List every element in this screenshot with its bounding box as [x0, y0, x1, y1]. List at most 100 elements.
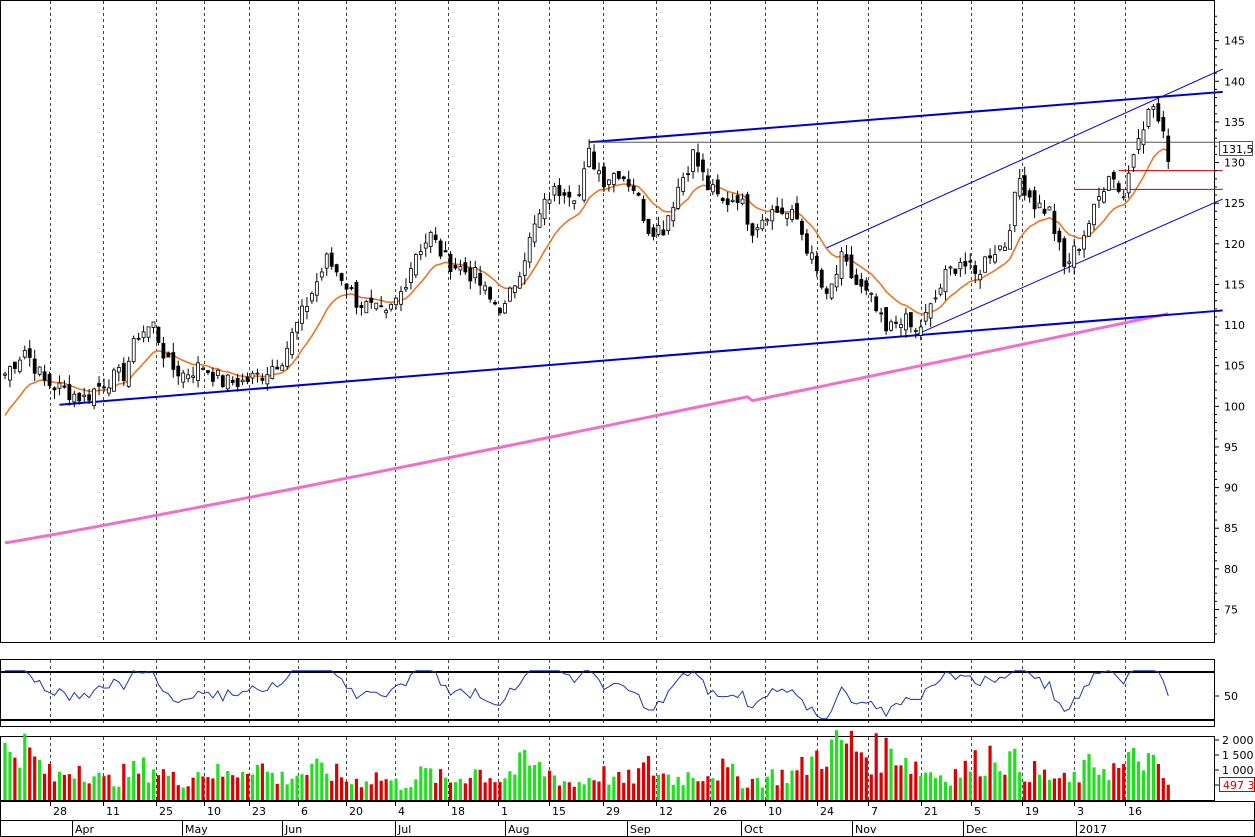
volume-bar — [315, 758, 319, 800]
candle-body — [943, 269, 948, 293]
volume-bar — [181, 787, 185, 800]
volume-bar — [513, 774, 517, 800]
candle-body — [245, 376, 250, 383]
candle-body — [201, 367, 205, 370]
candle-body — [696, 152, 700, 167]
candle-body — [334, 264, 339, 273]
candle-body — [493, 301, 497, 305]
candle-body — [691, 149, 695, 172]
y-tick-label: 130 — [1224, 157, 1245, 170]
candle-body — [968, 260, 973, 263]
candle-body — [329, 252, 334, 267]
volume-bar — [1092, 767, 1096, 800]
volume-bar — [968, 771, 972, 800]
oscillator-tick-label: 50 — [1224, 690, 1238, 703]
candle-body — [428, 231, 433, 247]
y-tick-label: 85 — [1224, 522, 1238, 535]
candle-body — [8, 366, 12, 381]
volume-tick-label: 2 000 0 — [1222, 734, 1255, 747]
candle-body — [136, 337, 141, 340]
candle-body — [765, 219, 770, 222]
volume-bar — [270, 772, 274, 800]
volume-bar — [384, 779, 388, 800]
y-tick-label: 100 — [1224, 400, 1245, 413]
candle-body — [112, 369, 116, 392]
volume-bar — [780, 769, 784, 800]
x-day-label: 1 — [501, 805, 508, 818]
candle-body — [512, 285, 517, 293]
candle-body — [760, 219, 765, 230]
candle-body — [1136, 138, 1141, 150]
volume-bar — [533, 765, 537, 800]
candle-body — [616, 170, 621, 179]
volume-bar — [97, 772, 101, 800]
candle-body — [1151, 106, 1156, 110]
volume-bar — [13, 757, 17, 800]
candle-body — [899, 324, 903, 328]
candle-body — [750, 223, 755, 236]
volume-bar — [587, 778, 591, 800]
volume-bar — [1122, 763, 1126, 800]
candle-body — [404, 287, 408, 290]
volume-bar — [924, 772, 928, 800]
volume-bar — [607, 784, 611, 800]
volume-bar — [518, 752, 522, 800]
volume-bar — [72, 778, 76, 800]
candle-body — [131, 338, 136, 362]
candle-body — [567, 191, 572, 198]
candle-body — [161, 343, 166, 359]
candle-body — [92, 388, 96, 407]
volume-bar — [820, 768, 824, 800]
candle-body — [87, 394, 92, 401]
volume-bar — [18, 767, 22, 800]
volume-bar — [691, 777, 695, 800]
volume-bar — [300, 774, 304, 800]
volume-bar — [1018, 772, 1022, 800]
candle-body — [522, 260, 527, 276]
x-day-label: 28 — [53, 805, 67, 818]
volume-tick-label: 1 500 0 — [1222, 749, 1255, 762]
volume-bar — [632, 783, 636, 800]
x-month-label: Apr — [75, 823, 95, 836]
candle-body — [374, 302, 379, 310]
candle-body — [1126, 172, 1131, 194]
volume-bar — [1077, 782, 1081, 800]
volume-bar — [1112, 763, 1116, 800]
candle-body — [82, 394, 87, 398]
trendline-channel-upper — [826, 68, 1223, 249]
volume-bar — [929, 772, 933, 800]
volume-bar — [835, 730, 839, 800]
candle-body — [448, 253, 453, 272]
candle-body — [636, 192, 641, 196]
volume-bar — [1003, 774, 1007, 800]
volume-bar — [443, 777, 448, 800]
volume-bar — [439, 769, 443, 800]
candle-body — [671, 207, 676, 222]
volume-bar — [8, 751, 12, 800]
volume-bar — [1107, 780, 1111, 800]
candle-body — [270, 366, 275, 379]
candle-body — [824, 288, 829, 294]
volume-bar — [364, 781, 368, 800]
candle-body — [923, 312, 928, 322]
volume-bar — [800, 756, 804, 800]
candle-body — [834, 273, 839, 288]
volume-bar — [770, 769, 774, 800]
candle-body — [210, 372, 215, 382]
candle-body — [745, 194, 750, 225]
volume-bar — [310, 763, 314, 800]
volume-bar — [354, 778, 359, 800]
candle-body — [611, 173, 616, 185]
candle-body — [651, 227, 656, 237]
volume-bar — [889, 748, 893, 800]
volume-bar — [1166, 784, 1170, 800]
candle-body — [235, 377, 240, 388]
candle-body — [948, 266, 953, 269]
candle-body — [988, 255, 992, 259]
volume-bar — [542, 776, 547, 800]
candle-body — [854, 274, 859, 285]
trendline-support — [59, 309, 1223, 406]
candle-body — [408, 268, 413, 283]
candle-body — [1146, 109, 1151, 127]
candle-body — [661, 229, 666, 236]
